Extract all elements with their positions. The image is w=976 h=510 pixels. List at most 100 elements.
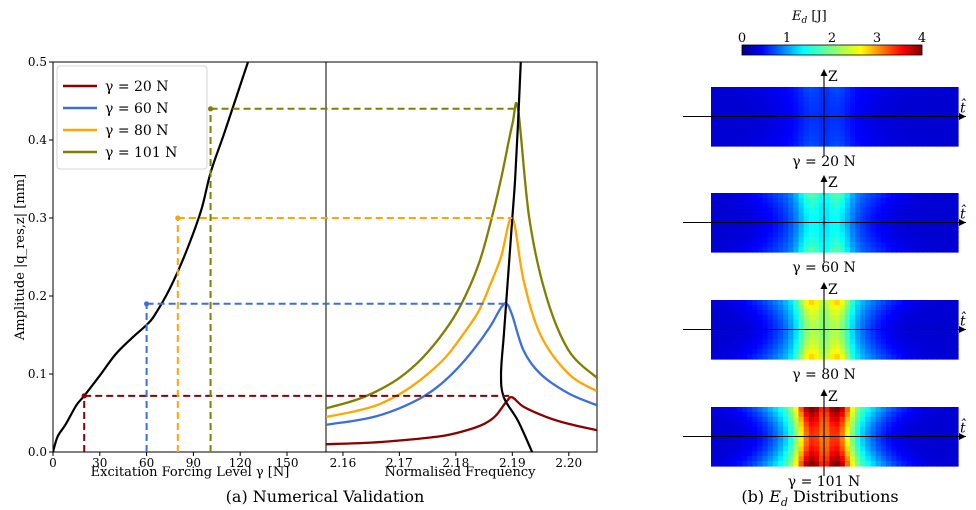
ed-map-cell [942, 339, 949, 345]
ed-map-cell [726, 300, 733, 306]
ed-map-cell [891, 329, 897, 336]
ed-map-cell [834, 319, 841, 326]
ed-map-cell [798, 436, 805, 443]
ed-map-cell [865, 193, 872, 199]
ed-map-cell [947, 329, 954, 336]
ed-map-cell [911, 136, 918, 142]
ed-map-cell [855, 324, 861, 331]
ed-map-cell [891, 121, 897, 127]
ed-map-cell [865, 416, 872, 423]
ed-map-cell [788, 141, 794, 147]
ed-map-cell [875, 232, 882, 238]
ed-map-cell [844, 131, 851, 137]
ed-map-cell [767, 242, 774, 248]
ed-map-cell [896, 451, 902, 457]
ed-map-cell [880, 242, 887, 248]
ed-map-cell [803, 136, 810, 142]
ed-map-cell [793, 456, 800, 462]
ed-map-cell [813, 222, 820, 229]
ed-map-cell [772, 232, 779, 238]
ed-map-cell [736, 407, 743, 413]
ed-map-cell [798, 309, 805, 316]
ed-map-cell [783, 461, 789, 467]
ed-map-cell [777, 237, 784, 243]
ed-map-cell [747, 237, 753, 243]
ed-map-cell [731, 212, 738, 219]
ed-map-cell [921, 426, 928, 433]
ed-map-cell [829, 131, 836, 137]
ed-map-cell [793, 202, 800, 209]
ed-map-cell [798, 426, 805, 433]
ed-map-cell [947, 106, 954, 113]
ed-map-cell [927, 197, 933, 204]
ed-map-cell [741, 91, 748, 98]
ed-map-cell [891, 451, 897, 457]
ed-map-cell [921, 193, 928, 199]
ed-map-cell [824, 116, 830, 123]
ed-map-cell [891, 197, 897, 204]
ed-map-cell [777, 202, 784, 209]
ed-map-cell [741, 217, 748, 224]
ed-map-cell [916, 300, 923, 306]
ed-map-cell [901, 309, 908, 316]
ed-map-cell [726, 441, 733, 447]
ed-map-cell [783, 349, 789, 355]
ed-map-cell [906, 451, 913, 457]
ed-map-cell [927, 217, 933, 224]
z-axis-label: Z [828, 389, 838, 405]
ed-map-cell [731, 344, 738, 350]
ed-map-cell [803, 227, 810, 233]
ed-map-cell [937, 446, 944, 452]
ed-map-cell [741, 207, 748, 214]
ed-map-cell [752, 461, 758, 467]
ed-map-cell [716, 242, 722, 248]
ed-map-cell [762, 319, 769, 326]
ed-map-cell [757, 344, 764, 350]
ed-map-cell [870, 456, 877, 462]
ed-map-cell [788, 126, 794, 132]
ed-map-cell [783, 106, 789, 113]
ed-map-cell [839, 242, 846, 248]
ed-map-cell [870, 314, 877, 321]
ed-map-cell [762, 456, 769, 462]
ed-map-cell [721, 116, 728, 123]
ed-map-cell [932, 242, 939, 248]
ed-map-cell [772, 436, 779, 443]
ed-map-cell [767, 121, 774, 127]
ed-map-cell [736, 451, 743, 457]
ed-map-cell [834, 339, 841, 345]
ed-map-cell [808, 354, 815, 360]
ed-map-cell [885, 300, 892, 306]
ed-map-cell [772, 116, 779, 123]
ed-map-cell [793, 212, 800, 219]
ed-map-cell [711, 334, 717, 340]
ed-map-cell [849, 300, 856, 306]
ed-map-label: γ = 20 N [792, 154, 856, 170]
ed-map-cell [788, 407, 794, 413]
ed-map-cell [880, 111, 887, 118]
ed-map-cell [896, 334, 902, 340]
ed-map-cell [752, 431, 758, 438]
ed-map-cell [783, 319, 789, 326]
ed-map-cell [901, 324, 908, 331]
ed-map-cell [880, 106, 887, 113]
ed-map-cell [819, 431, 825, 438]
ed-map-cell [767, 314, 774, 321]
ed-map-cell [757, 101, 764, 108]
right-x-tick-label: 2.17 [386, 456, 413, 470]
ed-map-cell [711, 91, 717, 98]
ed-map-cell [803, 304, 810, 311]
ed-map-cell [885, 193, 892, 199]
legend-entry-label: γ = 80 N [105, 123, 169, 139]
right-x-tick-label: 2.16 [330, 456, 357, 470]
ed-map-cell [860, 232, 866, 238]
ed-map-cell [721, 349, 728, 355]
ed-map-cell [860, 451, 866, 457]
ed-map-cell [829, 319, 836, 326]
ed-map-cell [726, 407, 733, 413]
ed-map-cell [711, 87, 717, 93]
ed-map-cell [891, 304, 897, 311]
ed-map-cell [752, 354, 758, 360]
ed-map-cell [860, 141, 866, 147]
ed-map-cell [896, 197, 902, 204]
